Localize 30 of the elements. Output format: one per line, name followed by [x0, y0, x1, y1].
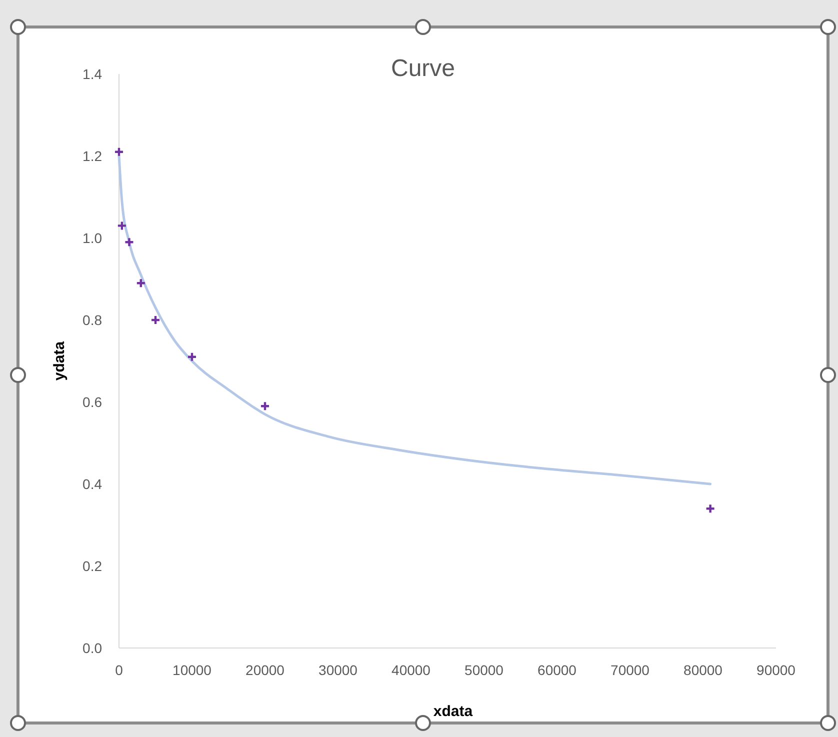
point — [136, 278, 146, 288]
x-tick-label: 70000 — [610, 662, 650, 678]
x-tick-label: 10000 — [172, 662, 212, 678]
x-tick-label: 40000 — [392, 662, 431, 678]
x-tick-label: 90000 — [756, 662, 796, 678]
x-axis-title: xdata — [433, 703, 474, 720]
point — [260, 401, 270, 412]
line-series — [118, 154, 712, 486]
point — [124, 237, 134, 248]
y-tick-label: 0.4 — [82, 476, 102, 492]
y-tick-label: 1.0 — [82, 230, 102, 246]
x-tick-label: 60000 — [538, 662, 577, 678]
point — [705, 504, 716, 514]
chart-title: Curve — [390, 55, 456, 82]
y-tick-label: 0.6 — [82, 394, 102, 410]
point — [116, 220, 128, 231]
x-tick-label: 50000 — [464, 662, 504, 678]
x-tick-label: 80000 — [684, 662, 723, 678]
y-tick-label: 1.4 — [82, 66, 102, 82]
y-axis-title: ydata — [51, 340, 68, 381]
point — [114, 146, 124, 157]
y-tick-label: 0.8 — [82, 312, 102, 328]
y-tick-label: 0.2 — [82, 558, 102, 574]
point — [150, 314, 161, 326]
x-tick-label: 30000 — [318, 662, 358, 678]
x-tick-label: 0 — [115, 662, 124, 678]
x-tick-label: 20000 — [246, 662, 285, 678]
y-tick-label: 1.2 — [82, 148, 102, 164]
point — [186, 352, 198, 362]
y-tick-label: 0.0 — [82, 640, 102, 656]
